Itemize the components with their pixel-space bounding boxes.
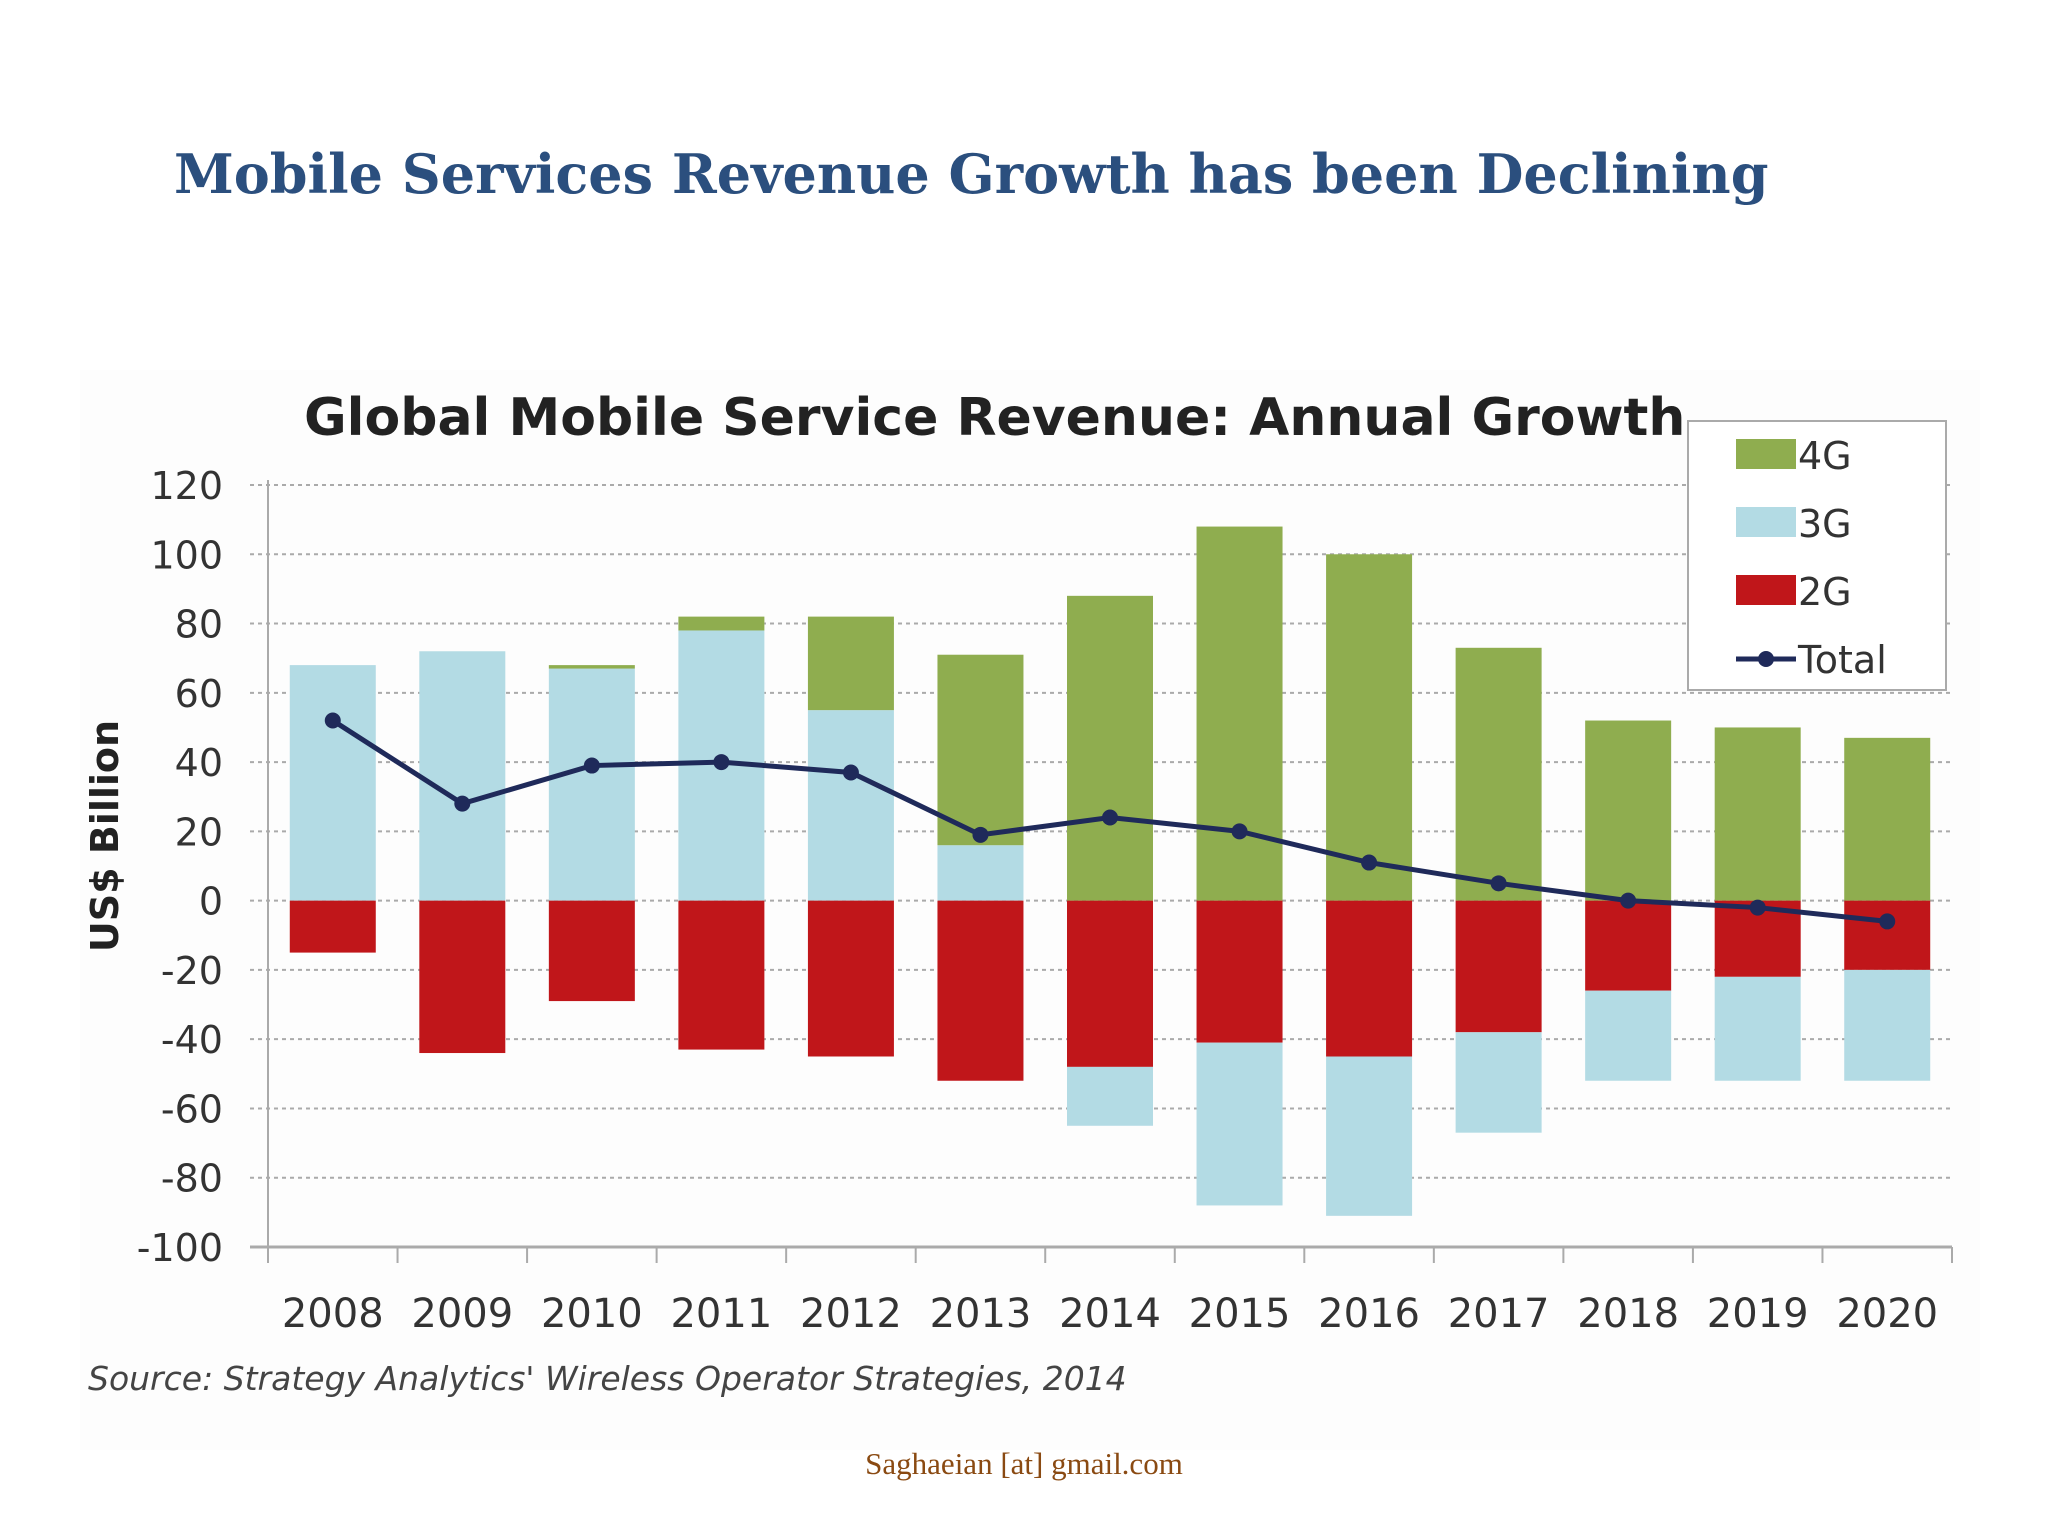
bar-2g-2014 <box>1067 900 1153 1067</box>
bar-4g-2014 <box>1067 595 1153 901</box>
x-tick-label: 2012 <box>800 1291 902 1337</box>
bar-3g-2017 <box>1455 1032 1542 1133</box>
x-tick-label: 2008 <box>282 1291 384 1337</box>
y-tick-label: -20 <box>161 949 223 993</box>
bar-3g-2010 <box>548 668 635 901</box>
bar-3g-2014 <box>1067 1066 1153 1126</box>
total-point-2013 <box>972 826 989 843</box>
y-tick-label: 40 <box>175 741 223 785</box>
bar-3g-2008 <box>289 665 376 901</box>
x-tick-label: 2009 <box>411 1291 513 1337</box>
source-note: Source: Strategy Analytics' Wireless Ope… <box>88 1359 1127 1398</box>
bar-2g-2020 <box>1844 900 1931 970</box>
x-tick-label: 2014 <box>1059 1291 1161 1337</box>
total-point-2017 <box>1490 875 1507 892</box>
bar-2g-2018 <box>1585 900 1672 991</box>
bar-2g-2017 <box>1455 900 1542 1033</box>
bar-4g-2010 <box>548 665 635 669</box>
y-tick-label: 80 <box>175 603 223 647</box>
y-tick-label: 0 <box>199 880 223 924</box>
x-tick-label: 2018 <box>1577 1291 1679 1337</box>
y-tick-label: -80 <box>161 1157 223 1201</box>
legend-label: 3G <box>1798 502 1852 546</box>
legend-swatch-4g <box>1736 439 1796 469</box>
bar-3g-2009 <box>419 651 506 901</box>
x-tick-label: 2013 <box>930 1291 1032 1337</box>
y-tick-label: -40 <box>161 1018 223 1062</box>
bar-4g-2017 <box>1455 647 1542 901</box>
bar-2g-2009 <box>419 900 506 1054</box>
bar-4g-2011 <box>678 616 765 631</box>
y-tick-label: 120 <box>150 464 223 508</box>
legend-swatch-3g <box>1736 507 1796 537</box>
total-point-2008 <box>324 712 341 729</box>
bar-2g-2008 <box>289 900 376 953</box>
x-tick-label: 2016 <box>1318 1291 1420 1337</box>
total-point-2010 <box>583 757 600 774</box>
bar-3g-2013 <box>937 845 1024 901</box>
legend-label: Total <box>1797 638 1887 682</box>
footer-email: Saghaeian [at] gmail.com <box>865 1446 1183 1481</box>
bar-3g-2020 <box>1844 969 1931 1081</box>
y-tick-label: -100 <box>137 1226 223 1270</box>
legend-marker-total <box>1758 651 1774 667</box>
bar-2g-2012 <box>807 900 894 1057</box>
bar-2g-2011 <box>678 900 765 1050</box>
x-tick-label: 2019 <box>1707 1291 1809 1337</box>
legend-box <box>1687 420 1947 691</box>
legend-label: 4G <box>1798 434 1852 478</box>
bar-4g-2012 <box>807 616 894 711</box>
y-tick-label: 60 <box>175 672 223 716</box>
bar-2g-2016 <box>1326 900 1413 1057</box>
total-point-2014 <box>1102 809 1118 826</box>
total-point-2012 <box>842 764 859 781</box>
bar-4g-2016 <box>1326 554 1413 901</box>
bar-3g-2019 <box>1714 976 1801 1081</box>
bar-2g-2015 <box>1196 900 1283 1043</box>
bar-4g-2018 <box>1585 720 1672 901</box>
chart-title: Global Mobile Service Revenue: Annual Gr… <box>304 388 1685 448</box>
legend-swatch-2g <box>1736 575 1796 605</box>
total-point-2015 <box>1231 823 1248 840</box>
bar-3g-2012 <box>807 710 894 901</box>
total-point-2011 <box>713 754 730 771</box>
x-tick-label: 2010 <box>541 1291 643 1337</box>
bar-3g-2016 <box>1326 1056 1413 1216</box>
total-point-2009 <box>454 795 471 812</box>
total-point-2016 <box>1361 854 1378 871</box>
slide-title: Mobile Services Revenue Growth has been … <box>174 142 1769 206</box>
total-point-2020 <box>1879 913 1896 930</box>
bar-4g-2013 <box>937 654 1024 846</box>
bar-2g-2013 <box>937 900 1024 1081</box>
bar-2g-2010 <box>548 900 635 1002</box>
y-axis-label: US$ Billion <box>83 720 127 952</box>
bar-3g-2015 <box>1196 1042 1283 1206</box>
y-tick-label: 20 <box>175 810 223 854</box>
x-tick-label: 2015 <box>1189 1291 1291 1337</box>
bar-4g-2019 <box>1714 727 1801 901</box>
legend-label: 2G <box>1798 570 1852 614</box>
bar-4g-2020 <box>1844 737 1931 901</box>
x-tick-label: 2017 <box>1448 1291 1550 1337</box>
bar-3g-2018 <box>1585 990 1672 1081</box>
y-tick-label: -60 <box>161 1087 223 1131</box>
bar-4g-2015 <box>1196 526 1283 901</box>
y-tick-label: 100 <box>150 533 223 577</box>
x-tick-label: 2011 <box>670 1291 772 1337</box>
total-point-2018 <box>1620 892 1637 909</box>
x-tick-label: 2020 <box>1836 1291 1938 1337</box>
total-point-2019 <box>1749 899 1766 916</box>
